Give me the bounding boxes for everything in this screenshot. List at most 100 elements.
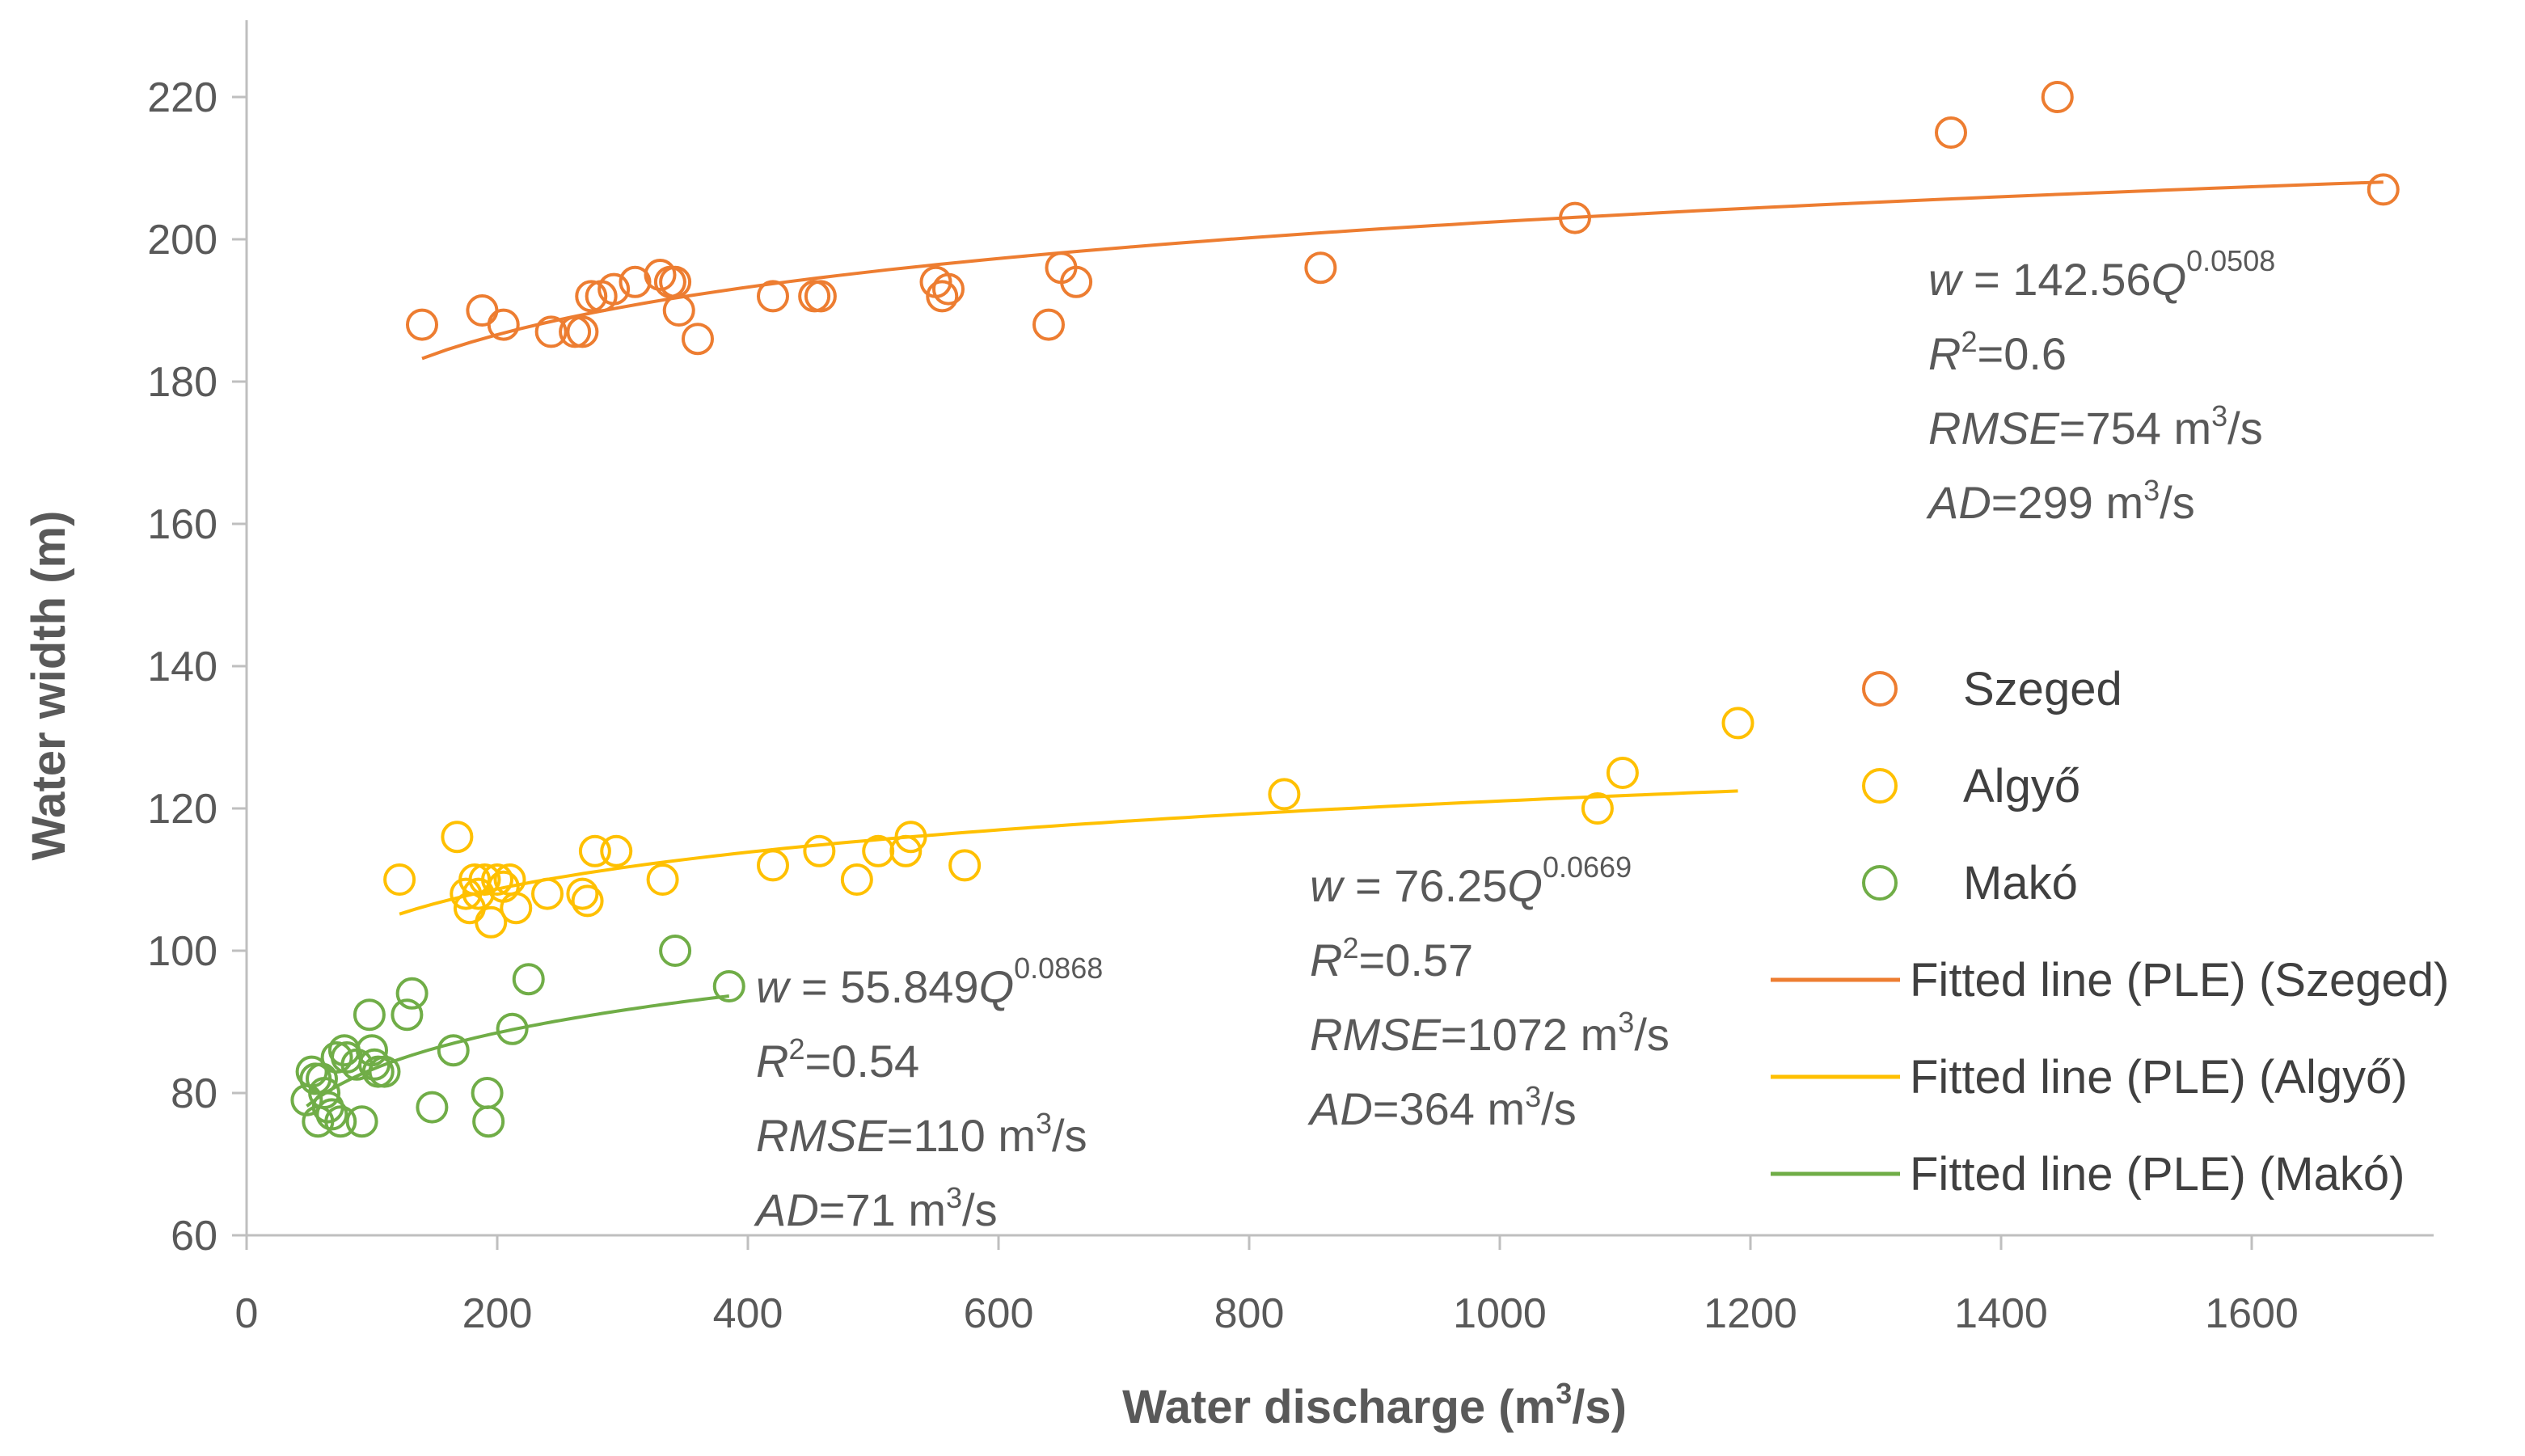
data-point (803, 834, 836, 867)
legend-item-fit-szeged: Fitted line (PLE) (Szeged) (1771, 954, 2449, 1007)
rmse-label: RMSE (1928, 403, 2059, 454)
data-point (324, 1105, 357, 1138)
ad-sup: 3 (2143, 474, 2160, 507)
r2-sup: 2 (788, 1032, 804, 1066)
data-point (559, 315, 592, 348)
data-point (1581, 792, 1614, 825)
data-point (597, 272, 631, 306)
annotation-ad: AD=364 m3/s (1307, 1080, 1577, 1134)
fit-line-algyő (399, 789, 1738, 916)
data-point (712, 970, 745, 1002)
data-point (416, 1091, 449, 1124)
r2-value: =0.6 (1977, 328, 2067, 379)
data-point (1060, 265, 1093, 298)
data-point (1559, 201, 1591, 234)
data-point (500, 892, 533, 925)
ad-unit: /s (1541, 1083, 1577, 1134)
legend-label: Makó (1963, 857, 2078, 909)
legend-label: Fitted line (PLE) (Algyő) (1910, 1051, 2408, 1104)
legend-label: Algyő (1963, 760, 2080, 812)
ticks-layer: 60 80 100 120 140 160 180 200 220 0 200 400 600 800 10… (147, 74, 2299, 1337)
eq-var: w (1310, 860, 1345, 911)
y-tick-label: 200 (147, 217, 217, 264)
data-point (441, 821, 474, 854)
data-point (368, 1055, 401, 1088)
data-point (804, 280, 837, 313)
x-tick-label: 1000 (1453, 1290, 1547, 1337)
x-tick-label: 0 (235, 1290, 259, 1337)
eq-q: Q (1507, 860, 1543, 911)
x-tick-label: 1200 (1704, 1290, 1797, 1337)
data-point (472, 1105, 505, 1138)
data-point (2041, 81, 2074, 113)
data-point (496, 1012, 529, 1045)
r2-value: =0.54 (804, 1036, 919, 1087)
y-axis-title: Water width (m) (23, 511, 75, 861)
rmse-unit: /s (1634, 1009, 1670, 1060)
rmse-label: RMSE (756, 1110, 887, 1161)
data-point (1032, 308, 1065, 341)
data-point (662, 294, 695, 327)
x-tick-label: 800 (1214, 1290, 1285, 1337)
data-point (566, 315, 599, 348)
axes-layer (245, 20, 2434, 1237)
annotation-ad: AD=71 m3/s (754, 1181, 998, 1235)
x-tick-label: 1400 (1954, 1290, 2048, 1337)
y-tick-label: 80 (171, 1070, 217, 1117)
data-point (566, 877, 599, 910)
data-point (578, 834, 611, 867)
x-axis-title-main: Water discharge (m (1122, 1381, 1556, 1433)
legend-label: Fitted line (PLE) (Szeged) (1910, 954, 2449, 1007)
data-point (475, 905, 508, 939)
ad-value: =71 m (819, 1184, 946, 1235)
eq-coef: = 76.25 (1342, 860, 1507, 911)
data-point (315, 1098, 348, 1131)
data-point (932, 272, 965, 306)
rmse-unit: /s (1052, 1110, 1087, 1161)
eq-exponent: 0.0669 (1543, 850, 1632, 884)
legend-marker-icon (1862, 768, 1898, 804)
rmse-sup: 3 (1036, 1107, 1052, 1140)
annotation-ad: AD=299 m3/s (1926, 474, 2195, 528)
x-tick-label: 400 (713, 1290, 783, 1337)
ad-unit: /s (2160, 477, 2195, 528)
legend: Szeged Algyő Makó Fitted line (PLE) (Szeged… (1771, 663, 2449, 1201)
x-axis-title-sup: 3 (1556, 1377, 1572, 1410)
points-layer (290, 81, 2400, 1138)
data-point (391, 998, 424, 1032)
annotation-r2: R2=0.54 (756, 1032, 919, 1087)
annotation-r2: R2=0.6 (1928, 325, 2067, 379)
y-tick-label: 220 (147, 74, 217, 121)
rmse-sup: 3 (1618, 1006, 1634, 1039)
y-tick-label: 160 (147, 501, 217, 548)
eq-q: Q (2151, 254, 2187, 305)
annotation-equation: w = 55.849Q0.0868 (756, 952, 1103, 1012)
y-tick-label: 140 (147, 644, 217, 690)
data-point (646, 863, 679, 896)
y-tick-label: 60 (171, 1213, 217, 1260)
annotation-rmse: RMSE=1072 m3/s (1310, 1006, 1670, 1060)
x-axis-title: Water discharge (m3/s) (1122, 1377, 1627, 1433)
data-point (383, 863, 416, 896)
data-point (757, 280, 789, 313)
ad-sup: 3 (946, 1181, 962, 1214)
annotation-equation: w = 76.25Q0.0669 (1310, 850, 1632, 911)
data-point (619, 265, 652, 298)
eq-var: w (1928, 254, 1964, 305)
data-point (534, 315, 568, 348)
fit-line-szeged (421, 180, 2384, 361)
data-point (1935, 116, 1967, 149)
rmse-sup: 3 (2211, 399, 2227, 433)
data-point (840, 863, 873, 896)
data-point (1304, 251, 1337, 285)
data-point (798, 280, 831, 313)
ad-value: =299 m (1991, 477, 2143, 528)
fit-lines-layer (306, 180, 2384, 1108)
ad-sup: 3 (1525, 1080, 1541, 1113)
data-point (395, 977, 429, 1010)
data-point (659, 935, 692, 967)
